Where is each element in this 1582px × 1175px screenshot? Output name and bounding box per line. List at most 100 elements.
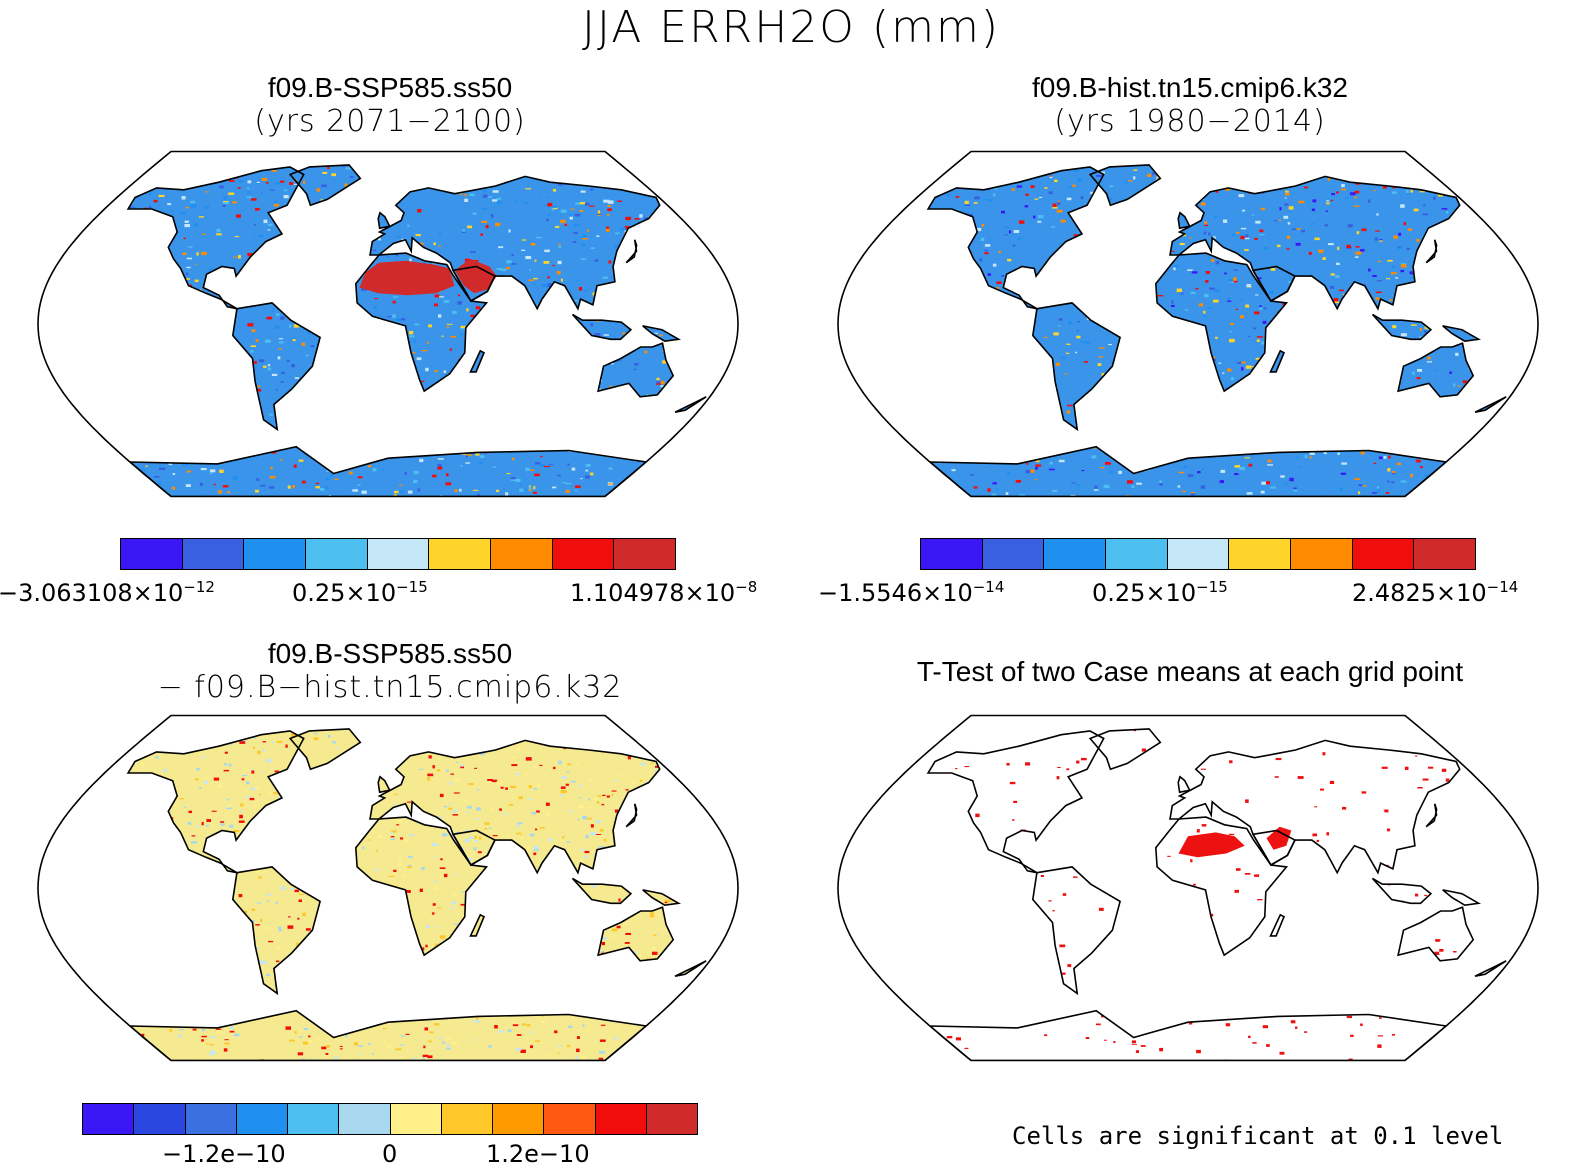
panel-title-bottom-right: T-Test of two Case means at each grid po… [916,656,1464,687]
coastline [469,349,486,373]
colorbar-label-zero-bottom-left: 0 [382,1140,398,1168]
land-uk [1178,776,1190,793]
coastline [1088,164,1162,207]
colorbar-swatch [287,1104,339,1134]
land-newGuinea [1442,325,1479,342]
coastline [571,313,633,341]
colorbar-swatch [613,539,676,569]
coastline [927,445,1448,497]
coastline [126,166,305,310]
coastline [1474,960,1507,977]
hotspot-region [1266,826,1292,850]
coastline [674,396,707,413]
coastline [1425,239,1438,264]
coastline [1154,816,1289,957]
colorbar-swatch [551,539,614,569]
land-antarctica [929,1010,1447,1061]
land-africa [1155,253,1287,392]
colorbar-swatch [490,539,552,569]
significance-note: Cells are significant at 0.1 level [1012,1122,1504,1150]
map-border [837,714,1539,1062]
coastline [1031,302,1122,432]
coastline [1474,396,1507,413]
colorbar-label-max-top-right: 2.4825×10−14 [1352,578,1519,607]
colorbar-label-max-top-left: 1.104978×10−8 [570,578,758,607]
coastline [369,175,661,311]
map-bottom-left [37,714,739,1062]
panel-title-bottom-left: f09.B-SSP585.ss50 [267,638,513,669]
coastline [377,211,391,230]
colorbar-swatch [243,539,306,569]
coastline [1371,313,1433,341]
coastline [1442,889,1482,907]
coastline [1397,342,1475,398]
coastline [926,730,1105,874]
map-bottom-right [837,714,1539,1062]
coastline [1169,739,1461,875]
land-newGuinea [642,325,679,342]
colorbar-swatch [1413,539,1476,569]
coastline [1425,803,1438,828]
coastline [1088,728,1162,771]
coastline [451,265,496,303]
colorbar-swatch [440,1104,492,1134]
colorbar-swatch [184,1104,236,1134]
coastline [927,1009,1448,1061]
land-northAmerica [128,166,304,309]
coastline [1177,211,1191,230]
coastline [231,866,322,996]
land-newGuinea [1442,889,1479,906]
colorbar-swatch [305,539,367,569]
hotspot-region [454,258,497,294]
colorbar-top-right [920,538,1476,570]
coastline [1177,775,1191,794]
coastline [1269,349,1286,373]
coastline [625,803,638,828]
land-uk [378,212,390,229]
land-madagascar [1270,914,1284,936]
colorbar-bottom-left [82,1103,698,1135]
coastline [571,877,633,905]
coastline [469,913,486,937]
colorbar-label-neg-bottom-left: −1.2e−10 [162,1140,286,1168]
colorbar-swatch [1105,539,1167,569]
map-border [37,714,739,1062]
colorbar-swatch [1043,539,1106,569]
coastline [1442,325,1482,343]
coastline [926,166,1105,310]
coastline [642,325,682,343]
coastline [288,728,362,771]
colorbar-swatch [543,1104,595,1134]
land-northAmerica [128,730,304,873]
land-eurasia [1170,176,1460,309]
coastline [1154,252,1289,393]
coastline [127,445,648,497]
map-top-left [37,150,739,498]
coastline [231,302,322,432]
colorbar-swatch [121,539,182,569]
coastline [597,906,675,962]
colorbar-swatch [921,539,982,569]
coastline [642,889,682,907]
colorbar-swatch [1290,539,1352,569]
coastline [127,1009,648,1061]
land-eurasia [370,740,660,873]
coastline [674,960,707,977]
colorbar-label-min-top-right: −1.5546×10−14 [818,578,1005,607]
colorbar-swatch [133,1104,185,1134]
coastline [625,239,638,264]
coastline [1371,877,1433,905]
colorbar-swatch [338,1104,390,1134]
coastline [369,739,661,875]
coastline [451,829,496,867]
colorbar-swatch [981,539,1044,569]
colorbar-top-left [120,538,676,570]
coastline [1251,829,1296,867]
coastline [1269,913,1286,937]
colorbar-label-min-top-left: −3.063108×10−12 [0,578,215,607]
panel-title-top-left: f09.B-SSP585.ss50 [267,72,513,103]
coastline [288,164,362,207]
colorbar-label-pos-bottom-left: 1.2e−10 [486,1140,590,1168]
coastline [354,252,489,393]
land-madagascar [470,914,484,936]
